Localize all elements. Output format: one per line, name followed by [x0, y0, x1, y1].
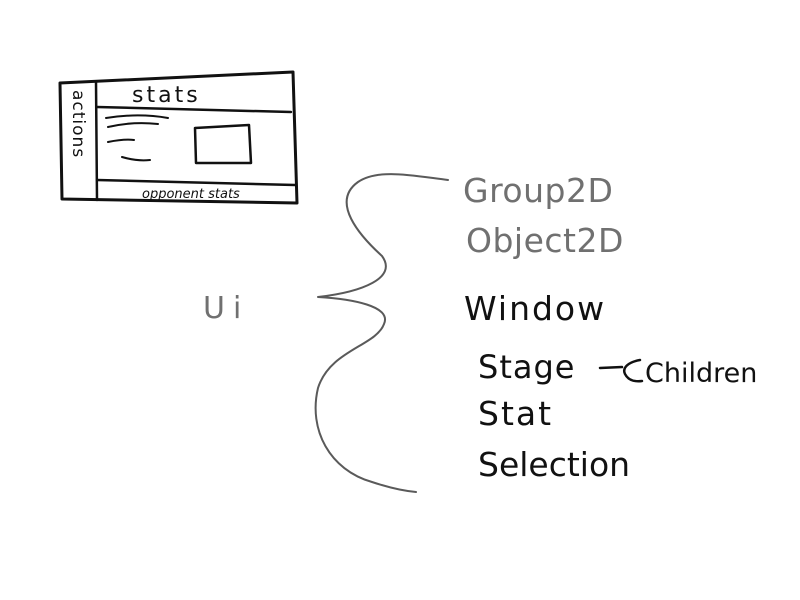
stage-children-note: Children — [645, 358, 757, 389]
panel-top-label: stats — [132, 83, 201, 108]
panel-outline — [58, 70, 299, 205]
stage-bracket — [623, 358, 644, 383]
inner-placeholder-box — [193, 123, 253, 165]
content-scribble-3 — [107, 138, 135, 143]
stats-divider — [95, 105, 293, 114]
root-label: Ui — [203, 291, 249, 326]
branch-label-group2d: Group2D — [463, 171, 613, 210]
panel-bottom-label: opponent stats — [142, 187, 240, 202]
hierarchy-diagram: Ui Group2D Object2D Window Stage Childre… — [203, 171, 757, 493]
panel-side-label: actions — [68, 90, 88, 158]
content-scribble-1 — [105, 114, 169, 119]
content-scribble-2 — [107, 122, 159, 128]
stage-dash — [598, 365, 624, 370]
branch-label-object2d: Object2D — [466, 221, 624, 260]
actions-divider — [94, 80, 99, 202]
child-label-stage: Stage — [478, 348, 575, 386]
opponent-divider — [95, 178, 297, 187]
content-scribble-4 — [121, 156, 151, 162]
child-label-selection: Selection — [478, 445, 630, 484]
child-label-window: Window — [464, 289, 606, 328]
ui-mockup-panel: actions stats opponent stats — [58, 70, 299, 205]
curly-brace — [314, 173, 449, 493]
child-label-stat: Stat — [478, 394, 553, 433]
